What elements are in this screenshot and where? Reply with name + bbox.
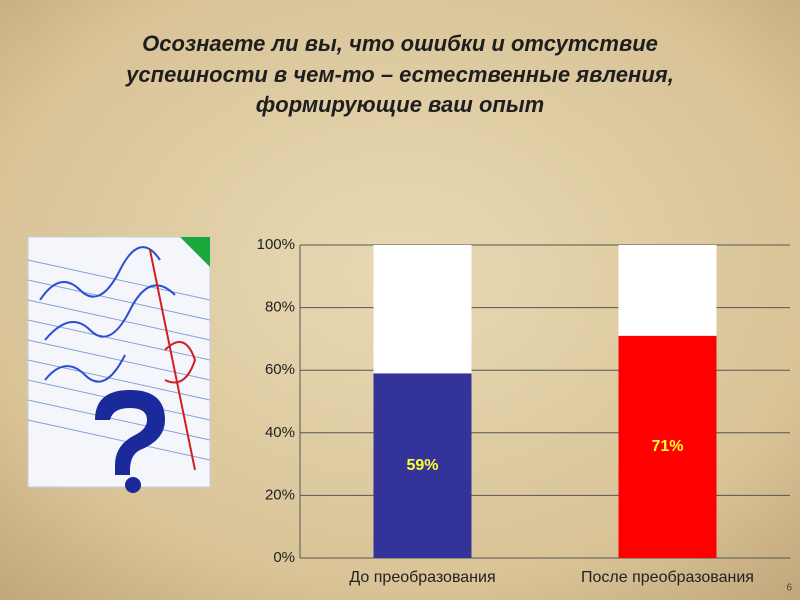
bar-segment [373, 245, 472, 374]
y-tick-label: 40% [265, 424, 295, 441]
illustration [27, 236, 211, 493]
x-tick-label: До преобразования [349, 569, 495, 586]
x-tick-label: После преобразования [581, 569, 754, 586]
y-tick-label: 100% [257, 236, 295, 253]
bar-segment [373, 373, 472, 558]
y-tick-label: 0% [273, 549, 295, 566]
title-line: успешности в чем-то – естественные явлен… [125, 62, 674, 87]
title-line: формирующие ваш опыт [256, 92, 544, 117]
value-label: 59% [406, 457, 438, 474]
y-tick-label: 60% [265, 361, 295, 378]
bar-segment [618, 335, 717, 558]
value-label: 71% [651, 438, 683, 455]
page-number: 6 [786, 583, 792, 594]
bar-segment [618, 245, 717, 336]
y-tick-label: 80% [265, 299, 295, 316]
y-tick-label: 20% [265, 486, 295, 503]
title-line: Осознаете ли вы, что ошибки и отсутствие [142, 31, 658, 56]
